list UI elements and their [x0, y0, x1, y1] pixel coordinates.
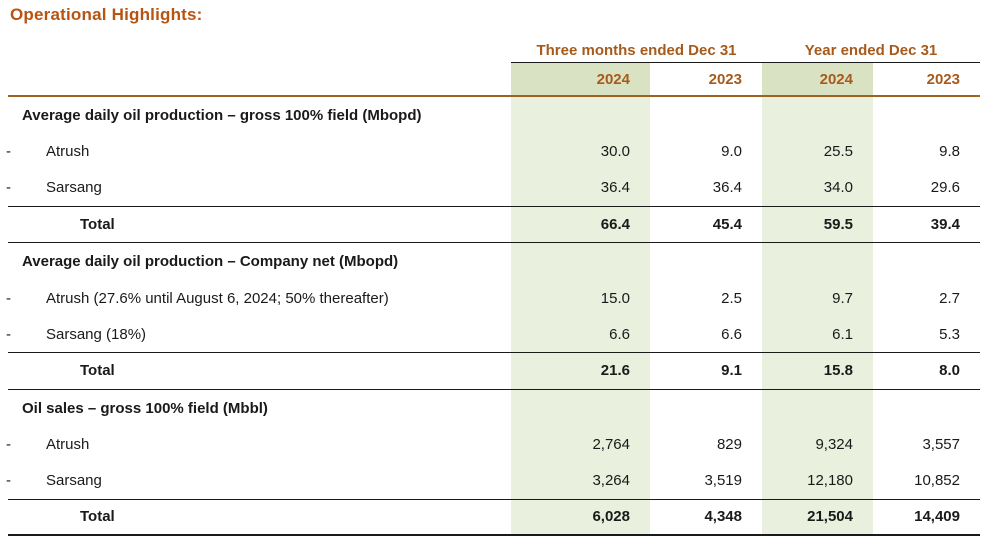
dash-bullet: - [6, 143, 11, 161]
table-row: - Sarsang (18%) 6.6 6.6 6.1 5.3 [6, 316, 980, 354]
col-group-three-months: Three months ended Dec 31 [511, 38, 762, 63]
cell [650, 390, 762, 427]
row-label-text: Atrush [46, 436, 90, 454]
section-header-row: Average daily oil production – gross 100… [8, 97, 980, 134]
total-value-cell: 45.4 [712, 216, 742, 234]
total-value-cell: 6,028 [511, 499, 650, 535]
section-header-row: Average daily oil production – Company n… [8, 243, 980, 280]
cell [650, 97, 762, 134]
total-row: Total 6,028 4,348 21,504 14,409 [8, 499, 980, 537]
value-cell: 29.6 [930, 179, 960, 197]
value-cell: 15.0 [511, 279, 650, 317]
value-cell: 6.1 [762, 316, 873, 353]
section-header: Oil sales – gross 100% field (Mbbl) [22, 399, 268, 417]
row-label-text: Atrush [46, 143, 90, 161]
value-cell: 36.4 [511, 170, 650, 206]
row-label: - Sarsang [6, 170, 511, 206]
value-cell: 9.7 [762, 279, 873, 317]
total-value-cell: 66.4 [511, 206, 650, 243]
total-value-cell: 8.0 [939, 362, 960, 380]
value-cell: 9,324 [762, 426, 873, 463]
cell [650, 243, 762, 280]
row-label: - Sarsang [6, 463, 511, 499]
row-label-text: Atrush (27.6% until August 6, 2024; 50% … [46, 289, 389, 307]
row-label-text: Sarsang [46, 179, 102, 197]
year-col-fy-2024: 2024 [762, 63, 873, 95]
value-cell: 30.0 [511, 133, 650, 171]
page-title: Operational Highlights: [10, 5, 203, 24]
section-header-row: Oil sales – gross 100% field (Mbbl) [8, 389, 980, 427]
dash-bullet: - [6, 179, 11, 197]
total-value-cell: 59.5 [762, 206, 873, 243]
value-cell: 36.4 [712, 179, 742, 197]
row-label: - Atrush (27.6% until August 6, 2024; 50… [6, 280, 511, 317]
cell [873, 390, 980, 427]
dash-bullet: - [6, 472, 11, 490]
total-value-cell: 21.6 [511, 353, 650, 389]
value-cell: 829 [716, 436, 742, 454]
row-label: - Atrush [6, 426, 511, 463]
value-cell: 5.3 [939, 325, 960, 343]
total-label: Total [80, 508, 115, 526]
dash-bullet: - [6, 289, 11, 307]
table-row: - Atrush 2,764 829 9,324 3,557 [6, 426, 980, 463]
cell [873, 243, 980, 280]
band-cell [511, 389, 650, 427]
band-cell [762, 389, 873, 427]
value-cell: 3,519 [704, 472, 742, 490]
band-cell [511, 97, 650, 134]
total-row: Total 21.6 9.1 15.8 8.0 [8, 353, 980, 390]
value-cell: 2.7 [939, 289, 960, 307]
value-cell: 3,557 [922, 436, 960, 454]
value-cell: 25.5 [762, 133, 873, 171]
value-cell: 6.6 [511, 316, 650, 353]
table-row: - Sarsang 3,264 3,519 12,180 10,852 [6, 462, 980, 500]
value-cell: 34.0 [762, 170, 873, 206]
value-cell: 12,180 [762, 462, 873, 499]
operational-highlights-table: Three months ended Dec 31 Year ended Dec… [6, 38, 980, 537]
row-label: - Sarsang (18%) [6, 317, 511, 353]
total-label: Total [80, 362, 115, 380]
col-group-year: Year ended Dec 31 [762, 38, 980, 63]
table-row: - Atrush (27.6% until August 6, 2024; 50… [6, 279, 980, 317]
total-row: Total 66.4 45.4 59.5 39.4 [8, 206, 980, 244]
row-label-text: Sarsang [46, 472, 102, 490]
column-group-header-row: Three months ended Dec 31 Year ended Dec… [8, 38, 980, 63]
band-cell [762, 243, 873, 280]
section-header: Average daily oil production – gross 100… [22, 106, 422, 124]
total-value-cell: 14,409 [914, 508, 960, 526]
section-header: Average daily oil production – Company n… [22, 253, 399, 271]
year-col-q-2023: 2023 [708, 70, 742, 88]
total-value-cell: 4,348 [704, 508, 742, 526]
value-cell: 9.8 [939, 143, 960, 161]
cell [873, 97, 980, 134]
value-cell: 3,264 [511, 462, 650, 499]
year-col-q-2024: 2024 [511, 63, 650, 95]
table-row: - Atrush 30.0 9.0 25.5 9.8 [6, 133, 980, 171]
total-value-cell: 15.8 [762, 353, 873, 389]
value-cell: 10,852 [914, 472, 960, 490]
spacer-cell [8, 63, 511, 95]
year-header-row: 2024 2023 2024 2023 [8, 63, 980, 97]
total-value-cell: 39.4 [930, 216, 960, 234]
band-cell [762, 97, 873, 134]
dash-bullet: - [6, 436, 11, 454]
total-value-cell: 9.1 [721, 362, 742, 380]
band-cell [511, 243, 650, 280]
year-col-fy-2023: 2023 [926, 70, 960, 88]
dash-bullet: - [6, 325, 11, 343]
total-label: Total [80, 216, 115, 234]
value-cell: 6.6 [721, 325, 742, 343]
value-cell: 2,764 [511, 426, 650, 463]
value-cell: 9.0 [721, 143, 742, 161]
value-cell: 2.5 [721, 289, 742, 307]
table-row: - Sarsang 36.4 36.4 34.0 29.6 [6, 170, 980, 207]
total-value-cell: 21,504 [762, 499, 873, 535]
row-label-text: Sarsang (18%) [46, 325, 147, 343]
row-label: - Atrush [6, 134, 511, 171]
